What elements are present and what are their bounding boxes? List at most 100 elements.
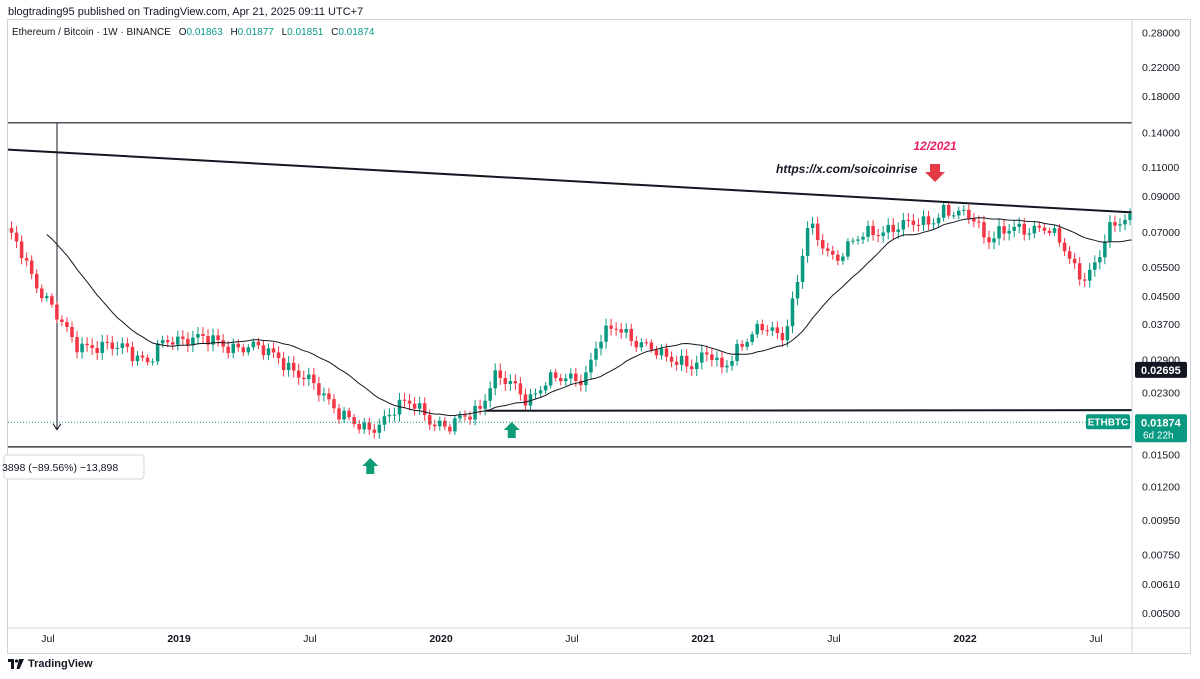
candle bbox=[50, 293, 54, 308]
measure-arrowhead bbox=[52, 423, 62, 431]
candle-body bbox=[1032, 225, 1037, 234]
candle-body bbox=[271, 348, 276, 353]
candle bbox=[1027, 228, 1032, 241]
candle-body bbox=[468, 416, 472, 420]
candle-body bbox=[276, 352, 281, 359]
candle bbox=[221, 334, 225, 353]
candle-body bbox=[1022, 223, 1027, 235]
candle bbox=[362, 418, 366, 435]
candle bbox=[770, 321, 775, 337]
candle-body bbox=[846, 241, 850, 257]
candle bbox=[281, 351, 286, 377]
candle bbox=[432, 419, 437, 432]
candle bbox=[367, 417, 372, 435]
candle bbox=[946, 201, 951, 219]
candle bbox=[634, 336, 639, 352]
candle-body bbox=[705, 352, 709, 355]
candle bbox=[967, 204, 971, 224]
candle bbox=[790, 291, 795, 334]
candle-body bbox=[392, 414, 397, 416]
candle-body bbox=[528, 394, 533, 406]
candle-body bbox=[896, 229, 901, 232]
candle-body bbox=[997, 226, 1001, 239]
candle-body bbox=[478, 405, 482, 409]
countdown-label: 6d 22h bbox=[1143, 430, 1174, 441]
candle-body bbox=[941, 204, 946, 218]
candle-body bbox=[402, 399, 407, 401]
candle-body bbox=[901, 219, 906, 230]
candle bbox=[165, 335, 170, 348]
candle-body bbox=[95, 348, 99, 353]
candle bbox=[241, 343, 246, 357]
up-arrow-icon bbox=[362, 458, 379, 474]
symbol-title[interactable]: Ethereum / Bitcoin · 1W · BINANCE bbox=[12, 27, 171, 38]
candle bbox=[1103, 234, 1107, 265]
candle bbox=[39, 284, 44, 303]
candle bbox=[150, 358, 155, 366]
candle-body bbox=[795, 281, 800, 299]
candle-body bbox=[881, 232, 885, 237]
candle-body bbox=[659, 348, 664, 356]
candle bbox=[70, 321, 74, 343]
candle bbox=[120, 337, 125, 355]
candle-body bbox=[1062, 242, 1067, 252]
candle bbox=[679, 349, 684, 372]
footer-brand[interactable]: TradingView bbox=[8, 658, 93, 670]
candle-body bbox=[448, 426, 452, 432]
candle bbox=[342, 406, 346, 424]
time-tick-label: Jul bbox=[41, 633, 54, 645]
candle-body bbox=[1072, 258, 1077, 264]
time-tick-label: Jul bbox=[565, 633, 578, 645]
candle-body bbox=[1052, 228, 1057, 233]
candle bbox=[831, 245, 835, 260]
candle-body bbox=[503, 377, 508, 384]
candle-body bbox=[679, 355, 684, 365]
close-label: C bbox=[331, 27, 339, 38]
candle bbox=[775, 321, 780, 340]
candle-body bbox=[513, 381, 518, 384]
candle-body bbox=[916, 224, 921, 226]
candle-body bbox=[140, 355, 145, 358]
candle-body bbox=[24, 258, 29, 261]
candle bbox=[710, 347, 714, 367]
candle-body bbox=[800, 255, 805, 282]
candle-body bbox=[382, 416, 387, 425]
candle-body bbox=[90, 345, 94, 349]
publisher-line: blogtrading95 published on TradingView.c… bbox=[8, 6, 364, 18]
candle-body bbox=[861, 236, 865, 240]
candle-body bbox=[372, 429, 377, 433]
candle-body bbox=[589, 359, 593, 373]
candle bbox=[422, 397, 427, 421]
candle-body bbox=[1082, 279, 1087, 281]
candle bbox=[800, 248, 805, 289]
candle bbox=[951, 212, 956, 219]
candle bbox=[352, 413, 356, 428]
footer-brand-text: TradingView bbox=[28, 658, 93, 670]
candle-body bbox=[674, 361, 679, 365]
candle bbox=[402, 392, 407, 408]
url-annotation-text: https://x.com/soicoinrise bbox=[776, 162, 918, 176]
price-tick-label: 0.00610 bbox=[1142, 579, 1180, 591]
candle-body bbox=[286, 362, 291, 371]
candle bbox=[110, 335, 115, 356]
candle bbox=[644, 338, 649, 346]
candle-body bbox=[639, 342, 644, 348]
candle bbox=[140, 351, 145, 362]
time-tick-label: 2021 bbox=[691, 633, 715, 645]
candle-body bbox=[362, 422, 366, 430]
candle bbox=[1082, 272, 1087, 288]
moving-average-price-label: 0.02695 bbox=[1141, 365, 1181, 377]
candle-body bbox=[19, 241, 24, 259]
candle bbox=[186, 332, 190, 352]
candle-body bbox=[150, 361, 155, 363]
candle bbox=[599, 334, 603, 356]
price-tick-label: 0.11000 bbox=[1142, 162, 1179, 174]
candle bbox=[1108, 215, 1112, 249]
candle bbox=[145, 354, 150, 366]
candle-body bbox=[735, 343, 739, 362]
candle-body bbox=[432, 424, 437, 427]
candle-body bbox=[231, 343, 235, 354]
candle bbox=[45, 292, 49, 302]
candle-body bbox=[443, 420, 447, 427]
